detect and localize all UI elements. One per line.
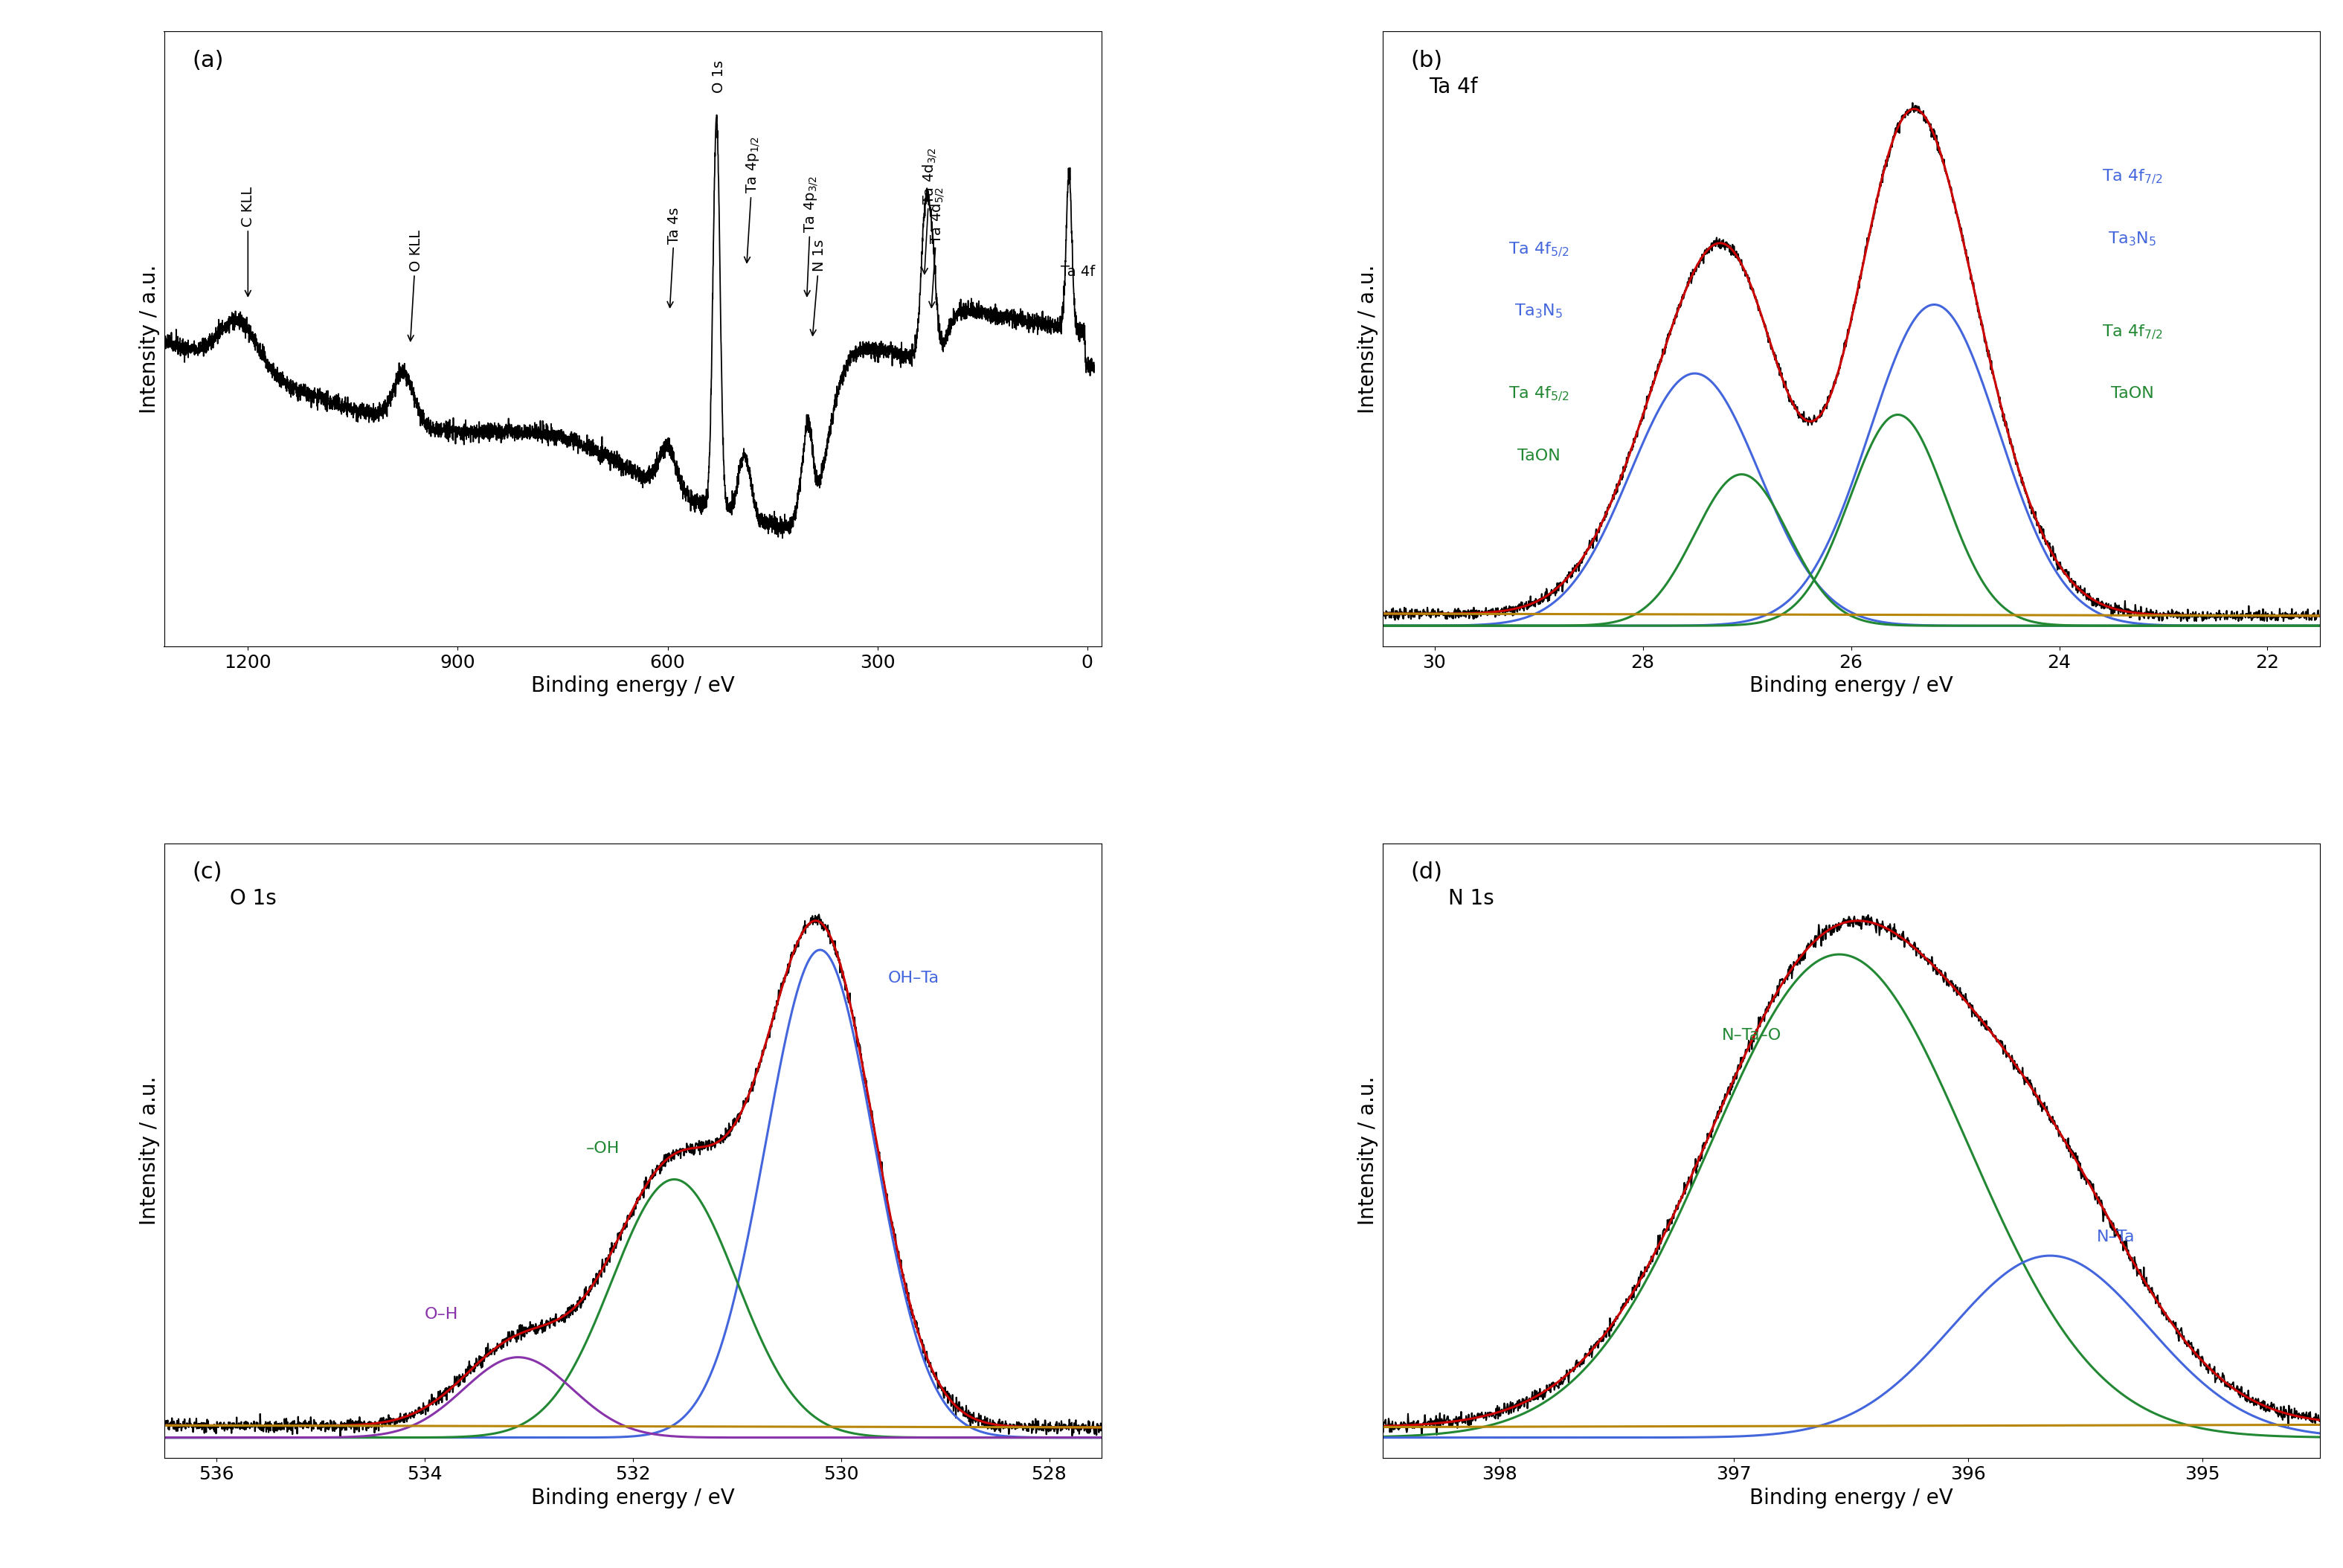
Text: Ta 4f: Ta 4f [1429, 77, 1478, 97]
Text: –OH: –OH [586, 1142, 619, 1156]
Text: Ta 4p$_{3/2}$: Ta 4p$_{3/2}$ [801, 176, 820, 296]
Text: Ta 4f: Ta 4f [1061, 265, 1094, 279]
Text: C KLL: C KLL [241, 187, 255, 296]
Y-axis label: Intensity / a.u.: Intensity / a.u. [138, 1076, 159, 1225]
Text: TaON: TaON [2111, 386, 2153, 401]
X-axis label: Binding energy / eV: Binding energy / eV [1750, 676, 1952, 696]
Text: Ta 4p$_{1/2}$: Ta 4p$_{1/2}$ [745, 136, 761, 263]
Text: O–H: O–H [424, 1306, 459, 1322]
Text: O 1s: O 1s [712, 60, 726, 93]
Text: Ta 4f$_{5/2}$: Ta 4f$_{5/2}$ [1509, 386, 1570, 403]
Y-axis label: Intensity / a.u.: Intensity / a.u. [138, 265, 159, 414]
Text: Ta$_3$N$_5$: Ta$_3$N$_5$ [1514, 303, 1563, 320]
X-axis label: Binding energy / eV: Binding energy / eV [1750, 1488, 1952, 1508]
Text: N–Ta–O: N–Ta–O [1722, 1027, 1781, 1043]
Text: Ta 4d$_{5/2}$: Ta 4d$_{5/2}$ [928, 187, 947, 307]
Text: (b): (b) [1410, 50, 1443, 72]
Text: O KLL: O KLL [408, 230, 422, 340]
Text: (c): (c) [192, 862, 223, 883]
Text: Ta 4f$_{7/2}$: Ta 4f$_{7/2}$ [2102, 323, 2163, 342]
Y-axis label: Intensity / a.u.: Intensity / a.u. [1357, 265, 1378, 414]
Text: (d): (d) [1410, 862, 1443, 883]
Text: Ta 4f$_{5/2}$: Ta 4f$_{5/2}$ [1509, 240, 1570, 259]
Text: N–Ta: N–Ta [2097, 1229, 2134, 1243]
Text: (a): (a) [192, 50, 223, 72]
Text: Ta 4d$_{3/2}$: Ta 4d$_{3/2}$ [921, 147, 940, 274]
Y-axis label: Intensity / a.u.: Intensity / a.u. [1357, 1076, 1378, 1225]
Text: N 1s: N 1s [1448, 889, 1495, 909]
Text: Ta 4s: Ta 4s [668, 207, 682, 307]
Text: TaON: TaON [1518, 448, 1560, 463]
Text: O 1s: O 1s [230, 889, 276, 909]
Text: OH–Ta: OH–Ta [888, 971, 940, 986]
X-axis label: Binding energy / eV: Binding energy / eV [532, 1488, 733, 1508]
X-axis label: Binding energy / eV: Binding energy / eV [532, 676, 733, 696]
Text: Ta$_3$N$_5$: Ta$_3$N$_5$ [2109, 230, 2156, 248]
Text: N 1s: N 1s [811, 240, 827, 336]
Text: Ta 4f$_{7/2}$: Ta 4f$_{7/2}$ [2102, 168, 2163, 187]
